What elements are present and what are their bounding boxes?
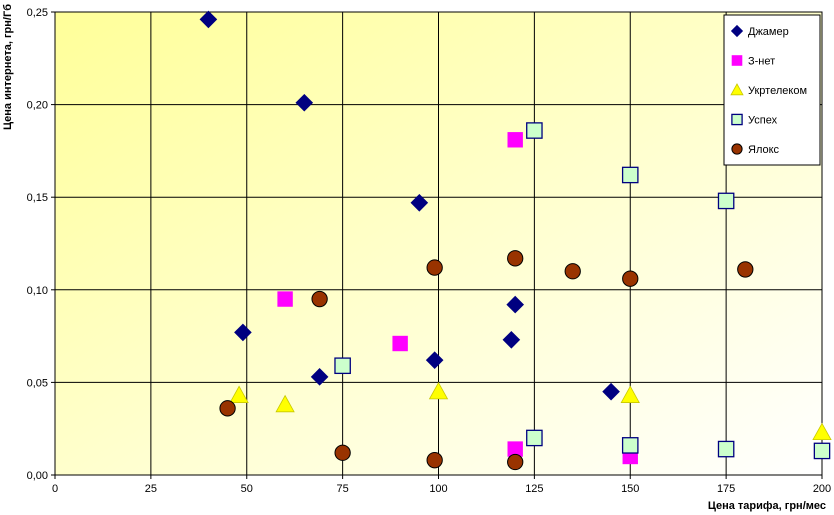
data-point — [602, 382, 620, 401]
data-point — [812, 422, 832, 441]
x-tick-label: 75 — [337, 483, 349, 495]
legend-entry: Джамер — [730, 24, 789, 38]
legend-marker — [731, 113, 743, 126]
y-tick-label: 0,10 — [27, 285, 48, 297]
data-point — [813, 442, 831, 460]
data-point — [426, 259, 443, 276]
legend-marker — [730, 24, 744, 38]
data-point — [426, 452, 443, 469]
legend-entry: Ялокс — [731, 143, 780, 156]
data-point — [621, 166, 639, 184]
data-point — [311, 290, 328, 308]
x-tick-label: 50 — [241, 483, 253, 495]
data-point — [277, 291, 293, 307]
data-point — [507, 132, 523, 148]
x-axis-title: Цена тарифа, грн/мес — [708, 500, 826, 512]
data-points — [199, 10, 832, 471]
data-point — [526, 122, 543, 139]
legend-label: Джамер — [748, 26, 789, 38]
data-point — [392, 335, 408, 352]
data-point — [425, 351, 444, 369]
data-point — [219, 400, 236, 417]
legend-label: З-нет — [748, 56, 775, 68]
legend-marker — [730, 83, 744, 96]
data-point — [620, 385, 640, 403]
legend-label: Успех — [748, 115, 778, 127]
legend-marker — [731, 143, 743, 155]
data-point — [334, 444, 351, 461]
data-point — [334, 357, 351, 375]
data-point — [622, 270, 639, 287]
x-tick-label: 125 — [525, 483, 543, 495]
y-axis-title: Цена интернета, грн/Гб — [2, 4, 14, 130]
data-point — [737, 261, 754, 278]
x-tick-label: 25 — [145, 483, 157, 495]
data-point — [310, 368, 329, 386]
y-tick-label: 0,00 — [27, 470, 48, 482]
data-point — [507, 250, 524, 267]
y-tick-label: 0,25 — [27, 7, 48, 19]
data-point — [507, 453, 524, 471]
y-tick-label: 0,05 — [27, 377, 48, 389]
series-4 — [334, 122, 831, 460]
data-point — [428, 381, 449, 400]
data-point — [229, 385, 249, 403]
data-point — [275, 394, 295, 413]
data-point — [410, 193, 429, 212]
x-tick-label: 175 — [717, 483, 735, 495]
x-tick-label: 0 — [52, 483, 58, 495]
x-tick-label: 150 — [621, 483, 639, 495]
data-point — [621, 437, 639, 454]
y-tick-label: 0,20 — [27, 100, 48, 112]
data-point — [717, 192, 735, 210]
data-point — [502, 330, 521, 349]
legend-entry: З-нет — [731, 55, 775, 68]
legend-label: Ялокс — [748, 144, 780, 156]
data-point — [717, 440, 735, 458]
legend-entry: Укртелеком — [730, 83, 807, 97]
legend: Джамер З-нет Укртелеком Успех Ялокс — [723, 14, 821, 166]
y-tick-label: 0,15 — [27, 192, 48, 204]
data-point — [506, 295, 525, 314]
series-5 — [219, 250, 754, 471]
legend-marker — [731, 55, 743, 66]
legend-entry: Успех — [731, 113, 778, 127]
data-point — [234, 323, 252, 342]
data-point — [295, 93, 314, 112]
series-1 — [199, 10, 620, 401]
x-tick-label: 100 — [429, 483, 447, 495]
data-point — [564, 263, 581, 280]
legend-label: Укртелеком — [748, 85, 807, 97]
series-3 — [229, 381, 832, 441]
x-tick-label: 200 — [813, 483, 831, 495]
axis-ticks: 0 25 50 75 100 125 150 175 200 0,00 0,05 0,10 0,15 0,… — [27, 7, 832, 495]
data-point — [526, 429, 543, 447]
data-point — [199, 10, 218, 29]
